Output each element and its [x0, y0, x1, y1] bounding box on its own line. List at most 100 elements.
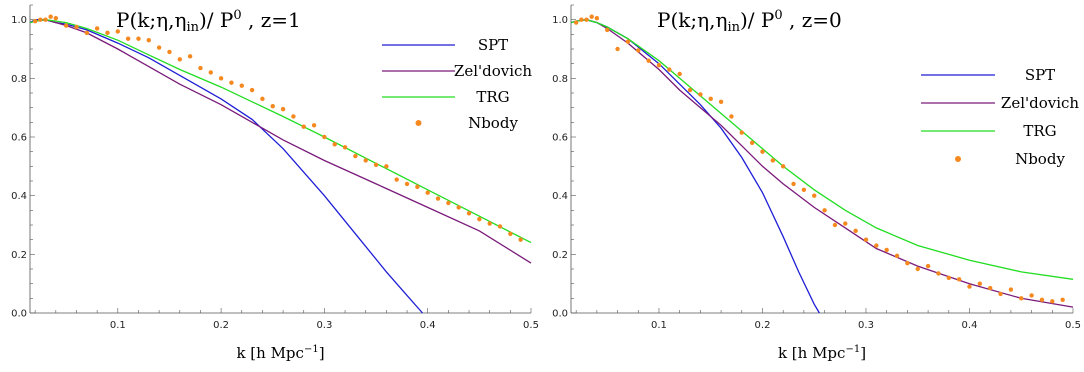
series-nbody-point — [1050, 299, 1055, 304]
series-nbody-point — [822, 208, 827, 213]
series-nbody-point — [38, 17, 43, 22]
series-nbody-point — [249, 87, 255, 93]
series-nbody-point — [136, 36, 141, 41]
x-tick-label: 0.4 — [420, 320, 436, 331]
series-nbody-point — [708, 96, 713, 102]
series-nbody-point — [925, 263, 931, 269]
y-tick-label: 1.0 — [552, 15, 568, 26]
series-nbody-point — [729, 114, 734, 119]
series-nbody-point — [446, 200, 451, 206]
series-nbody-point — [32, 18, 38, 24]
legend: SPT Zel'dovich TRG Nbody — [921, 66, 1079, 168]
series-nbody-point — [270, 104, 275, 109]
series-nbody-point — [584, 17, 589, 22]
series-nbody-point — [518, 237, 523, 242]
x-axis-label: k [h Mpc−1] — [236, 344, 324, 362]
series-nbody-point — [167, 49, 172, 55]
series-nbody-point — [497, 224, 503, 229]
series-nbody-point — [208, 70, 213, 75]
title-suffix: , z=0 — [783, 8, 842, 32]
legend-spt-label: SPT — [478, 36, 508, 54]
series-nbody-point — [874, 243, 879, 248]
x-tick-label: 0.3 — [858, 320, 874, 331]
x-axis-label-tail: ] — [319, 344, 325, 362]
series-nbody-point — [43, 17, 48, 22]
series-nbody-point — [677, 71, 682, 77]
series-nbody-point — [84, 30, 90, 36]
series-nbody-point — [636, 48, 641, 53]
series-nbody-point — [915, 266, 920, 272]
x-tick-label: 0.5 — [1065, 320, 1081, 331]
legend-trg-label: TRG — [476, 88, 509, 106]
y-tick-label: 0.4 — [11, 191, 27, 202]
series-nbody-point — [384, 164, 389, 169]
y-tick-label: 0.4 — [552, 191, 568, 202]
x-axis-label-main: k [h Mpc — [778, 344, 846, 362]
title-main: P(k;η,η — [116, 8, 186, 32]
title-subscript: in — [727, 20, 740, 35]
series-nbody-point — [646, 58, 651, 63]
series-nbody-point — [832, 222, 838, 228]
series-nbody-point — [229, 80, 234, 85]
series-nbody-point — [667, 67, 672, 72]
legend-zel-dovich-label: Zel'dovich — [454, 62, 533, 80]
series-nbody-point — [105, 30, 110, 36]
series-nbody-point — [301, 124, 306, 129]
chart-panel-z0: 0.1 0.2 0.3 0.4 0.5 0.0 0.2 0.4 0.6 0.8 1.0 P(k;η,η… — [552, 4, 1081, 362]
series-nbody-point — [363, 158, 368, 163]
series-nbody-point — [760, 149, 765, 154]
series-nbody-point — [801, 187, 807, 192]
series-nbody-point — [656, 62, 662, 68]
series-nbody-point — [487, 221, 492, 226]
x-axis-label-main: k [h Mpc — [236, 344, 304, 362]
series-nbody-point — [605, 27, 610, 33]
series-nbody-point — [594, 16, 600, 21]
title-superscript: 0 — [233, 8, 241, 23]
x-tick-label: 0.1 — [651, 320, 667, 331]
y-tick-label: 1.0 — [11, 15, 27, 26]
series-zel-dovich-line — [570, 19, 1074, 308]
series-nbody-point — [1039, 297, 1045, 302]
series-nbody-point — [508, 231, 513, 236]
series-nbody-point — [291, 114, 296, 119]
series-nbody-point — [466, 211, 472, 216]
series-nbody-point — [853, 228, 858, 234]
series-nbody-point — [698, 92, 703, 97]
series-nbody-point — [812, 193, 817, 198]
series-nbody-point — [53, 16, 59, 21]
x-axis-label-superscript: −1 — [304, 344, 319, 355]
y-tick-label: 0.8 — [11, 74, 27, 85]
series-nbody-point — [48, 14, 53, 19]
series-nbody-point — [477, 216, 482, 222]
series-nbody-point — [905, 260, 910, 266]
series-nbody-point — [967, 284, 972, 289]
series-nbody-point — [125, 36, 131, 41]
legend-nbody-label: Nbody — [1015, 150, 1065, 168]
series-nbody-point — [936, 271, 941, 276]
series-nbody-point — [1029, 293, 1034, 298]
x-tick-label: 0.1 — [110, 320, 126, 331]
series-nbody-point — [739, 130, 744, 135]
title-subscript: in — [186, 20, 199, 35]
series-nbody-point — [425, 190, 430, 195]
series-nbody-point — [987, 285, 993, 291]
x-tick-label: 0.3 — [316, 320, 332, 331]
series-nbody-point — [956, 277, 962, 282]
y-tick-label: 0.2 — [552, 250, 568, 261]
y-tick-label: 0.0 — [11, 309, 27, 320]
legend-nbody-swatch — [415, 120, 422, 126]
series-nbody-point — [187, 54, 193, 59]
x-tick-label: 0.2 — [755, 320, 771, 331]
chart-title: P(k;η,ηin)/ P0 , z=0 — [657, 8, 842, 35]
series-nbody-point — [177, 57, 182, 62]
series-nbody-point — [1019, 296, 1024, 301]
series-nbody-point — [260, 96, 265, 102]
series-trg-line — [29, 19, 532, 244]
series-nbody-point — [342, 145, 348, 150]
chart-panel-z1: 0.1 0.2 0.3 0.4 0.5 0.0 0.2 0.4 0.6 0.8 1.0 P(k;η,η… — [11, 4, 539, 362]
y-tick-label: 0.0 — [552, 309, 568, 320]
series-nbody-point — [687, 87, 693, 93]
series-nbody-point — [718, 99, 724, 105]
series-nbody-point — [63, 23, 69, 28]
